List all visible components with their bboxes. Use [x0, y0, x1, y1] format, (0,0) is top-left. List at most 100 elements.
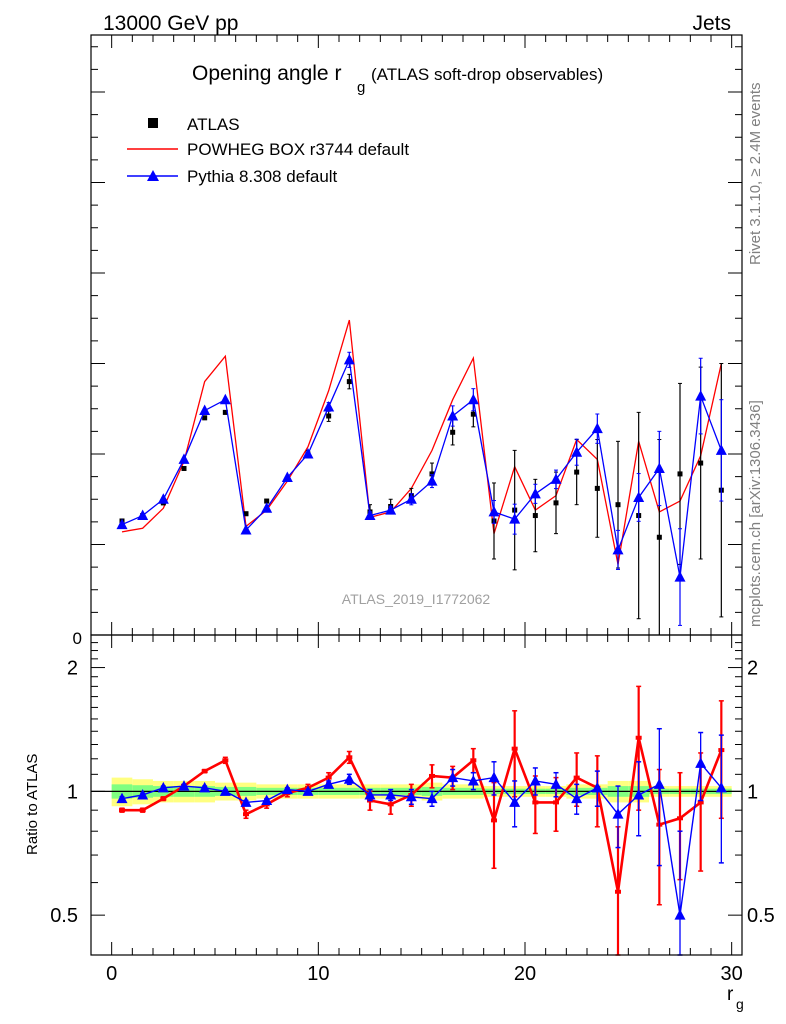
header-right: Jets — [692, 12, 731, 35]
pythia-point — [550, 473, 562, 484]
powheg-line — [121, 319, 722, 565]
analysis-label: ATLAS_2019_I1772062 — [342, 591, 491, 607]
ratio-pythia-point — [426, 792, 438, 804]
ratio-y-tick-label: 0.5 — [50, 905, 78, 927]
atlas-point — [553, 500, 559, 506]
title-note: (ATLAS soft-drop observables) — [371, 65, 603, 84]
ratio-powheg-point — [635, 735, 642, 740]
pythia-point — [447, 409, 459, 421]
pythia-point — [467, 393, 479, 405]
ratio-pythia-point — [447, 771, 459, 783]
atlas-point — [181, 465, 187, 471]
ratio-pythia-point — [633, 788, 645, 800]
ratio-powheg-point — [119, 808, 125, 813]
ratio-pythia-point — [550, 778, 562, 789]
ratio-powheg-point — [677, 816, 683, 821]
ratio-pythia-point — [261, 794, 273, 806]
ratio-pythia-point — [343, 773, 355, 784]
ratio-pythia-point — [674, 909, 686, 920]
ratio-powheg-point — [532, 800, 539, 805]
ratio-pythia-point — [529, 774, 541, 786]
ratio-pythia-point — [509, 796, 521, 807]
ratio-pythia-point — [281, 783, 293, 795]
ratio-y-axis-label: Ratio to ATLAS — [24, 754, 41, 855]
ratio-powheg-point — [222, 758, 229, 763]
atlas-point — [264, 498, 270, 504]
title-subscript: g — [357, 79, 365, 96]
pythia-point — [612, 543, 624, 555]
pythia-point — [674, 571, 686, 582]
ratio-powheg-point — [697, 800, 704, 805]
side-label-top: Rivet 3.1.10, ≥ 2.4M events — [747, 83, 764, 266]
ratio-y-tick-label-right: 2 — [747, 658, 758, 680]
pythia-point — [385, 504, 397, 515]
ratio-pythia-point — [488, 771, 500, 783]
atlas-point — [243, 511, 249, 517]
x-tick-label: 0 — [106, 963, 117, 985]
atlas-point — [615, 502, 621, 508]
ratio-pythia-point — [219, 785, 231, 796]
ratio-pythia-point — [385, 788, 397, 800]
atlas-point — [346, 379, 352, 385]
ratio-y-tick-label: 2 — [67, 658, 78, 680]
ratio-powheg-point — [387, 802, 394, 807]
atlas-point — [677, 471, 683, 477]
ratio-pythia-point — [323, 778, 335, 789]
atlas-point — [202, 415, 208, 421]
ratio-powheg-point — [201, 769, 208, 774]
pythia-point — [157, 493, 169, 504]
ratio-pythia-point — [302, 785, 314, 796]
pythia-point — [695, 390, 707, 401]
legend: ATLAS POWHEG BOX r3744 default Pythia 8.… — [127, 115, 409, 186]
pythia-point — [323, 400, 335, 412]
legend-atlas-label: ATLAS — [187, 115, 240, 134]
ratio-powheg-point — [573, 775, 580, 780]
ratio-y-tick-label-right: 1 — [747, 781, 758, 803]
pythia-point — [116, 518, 128, 530]
pythia-point — [178, 453, 190, 464]
ratio-pythia-line — [121, 761, 722, 916]
pythia-point — [302, 448, 314, 459]
pythia-point — [426, 475, 438, 486]
pythia-point — [261, 502, 273, 513]
atlas-point — [429, 471, 435, 477]
main-panel-data — [116, 319, 727, 636]
atlas-point — [574, 469, 580, 475]
ratio-powheg-point — [160, 796, 167, 801]
pythia-point — [364, 509, 376, 521]
ratio-pythia-point — [364, 788, 376, 800]
chart-title: Opening angle r — [192, 62, 341, 85]
atlas-point — [470, 411, 476, 417]
ratio-powheg-point — [470, 758, 477, 763]
atlas-point — [532, 513, 538, 519]
y-zero-tick: 0 — [73, 629, 82, 648]
x-axis-label: r — [727, 984, 734, 1005]
ratio-panel-frame — [90, 634, 743, 956]
ratio-pythia-point — [157, 781, 169, 793]
pythia-point — [529, 487, 541, 499]
ratio-powheg-point — [511, 746, 518, 751]
ratio-pythia-point — [178, 780, 190, 791]
atlas-point — [594, 485, 600, 491]
pythia-point — [137, 509, 149, 521]
ratio-powheg-line — [122, 737, 723, 893]
atlas-point — [222, 409, 228, 415]
ratio-powheg-point — [615, 889, 621, 894]
atlas-point — [326, 413, 332, 419]
legend-atlas-marker — [148, 118, 158, 128]
ratio-powheg-point — [325, 775, 332, 780]
pythia-point — [488, 505, 500, 517]
ratio-pythia-point — [715, 781, 727, 793]
ratio-pythia-point — [591, 781, 603, 793]
side-label-bottom: mcplots.cern.ch [arXiv:1306.3436] — [747, 400, 764, 627]
pythia-point — [405, 493, 417, 504]
atlas-point — [698, 460, 704, 466]
ratio-powheg-point — [491, 818, 497, 823]
ratio-panel-ticks: 0.5 0.51 12 20 10 20 30 — [50, 635, 775, 985]
legend-pythia-label: Pythia 8.308 default — [187, 167, 338, 186]
ratio-pythia-point — [116, 792, 128, 804]
x-tick-label: 30 — [721, 963, 743, 985]
x-tick-label: 10 — [307, 963, 329, 985]
ratio-powheg-point — [346, 755, 353, 760]
